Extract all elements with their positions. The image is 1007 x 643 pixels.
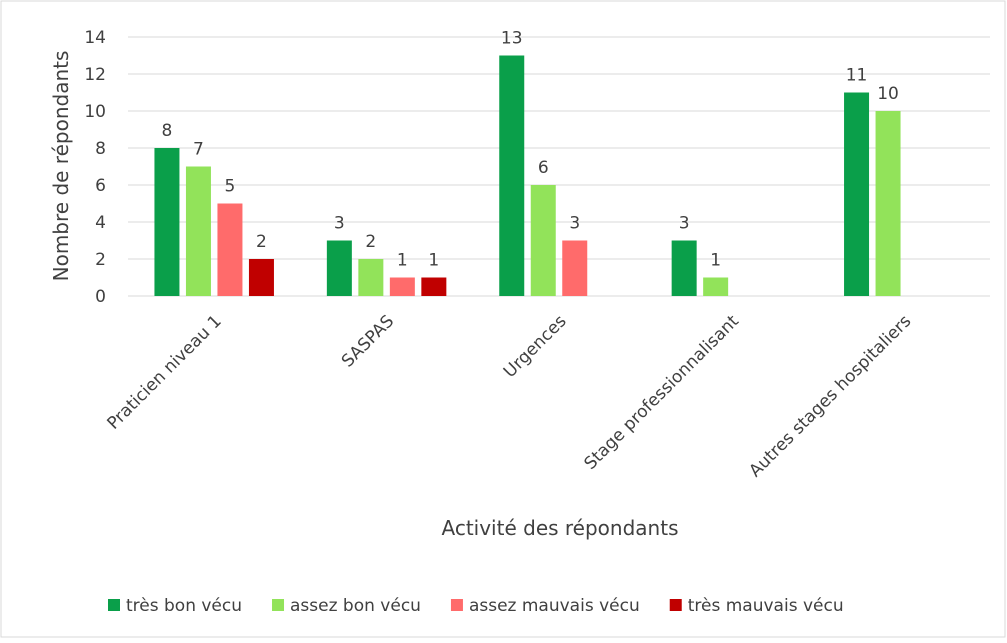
legend-label: très bon vécu	[126, 596, 242, 616]
bar	[875, 111, 901, 296]
y-tick-label: 6	[95, 176, 106, 196]
bar	[671, 240, 697, 296]
legend-swatch	[272, 599, 285, 611]
legend-swatch	[669, 599, 682, 611]
y-tick-label: 10	[84, 102, 106, 122]
data-label: 6	[538, 158, 549, 178]
data-label: 1	[710, 251, 721, 271]
bar	[154, 148, 180, 296]
bar	[703, 277, 729, 296]
data-label: 3	[334, 214, 345, 234]
bar	[562, 240, 588, 296]
y-tick-label: 0	[95, 287, 106, 307]
bar	[499, 55, 525, 296]
data-label: 2	[256, 232, 267, 252]
y-tick-label: 12	[84, 65, 106, 85]
legend-label: assez mauvais vécu	[469, 596, 640, 616]
bar	[844, 92, 870, 296]
data-label: 8	[162, 121, 173, 141]
data-label: 2	[365, 232, 376, 252]
x-axis-title: Activité des répondants	[442, 516, 679, 540]
bar	[217, 203, 243, 296]
data-label: 7	[193, 140, 204, 160]
y-tick-label: 14	[84, 28, 106, 48]
y-tick-label: 2	[95, 250, 106, 270]
y-axis-title: Nombre de répondants	[49, 51, 73, 282]
bar	[530, 185, 556, 296]
legend-label: assez bon vécu	[290, 596, 421, 616]
bar	[248, 259, 274, 296]
data-label: 13	[501, 29, 523, 49]
bar	[389, 277, 415, 296]
data-label: 3	[569, 214, 580, 234]
bar	[326, 240, 352, 296]
data-label: 10	[877, 84, 899, 104]
legend-swatch	[108, 599, 120, 611]
data-label: 3	[679, 214, 690, 234]
bar	[185, 166, 211, 296]
data-label: 11	[846, 66, 868, 86]
bar	[421, 277, 447, 296]
y-tick-label: 8	[95, 139, 106, 159]
y-tick-label: 4	[95, 213, 106, 233]
legend-label: très mauvais vécu	[688, 596, 844, 616]
data-label: 1	[397, 251, 408, 271]
legend-swatch	[450, 599, 463, 611]
bar	[358, 259, 384, 296]
data-label: 1	[428, 251, 439, 271]
data-label: 5	[225, 177, 236, 197]
